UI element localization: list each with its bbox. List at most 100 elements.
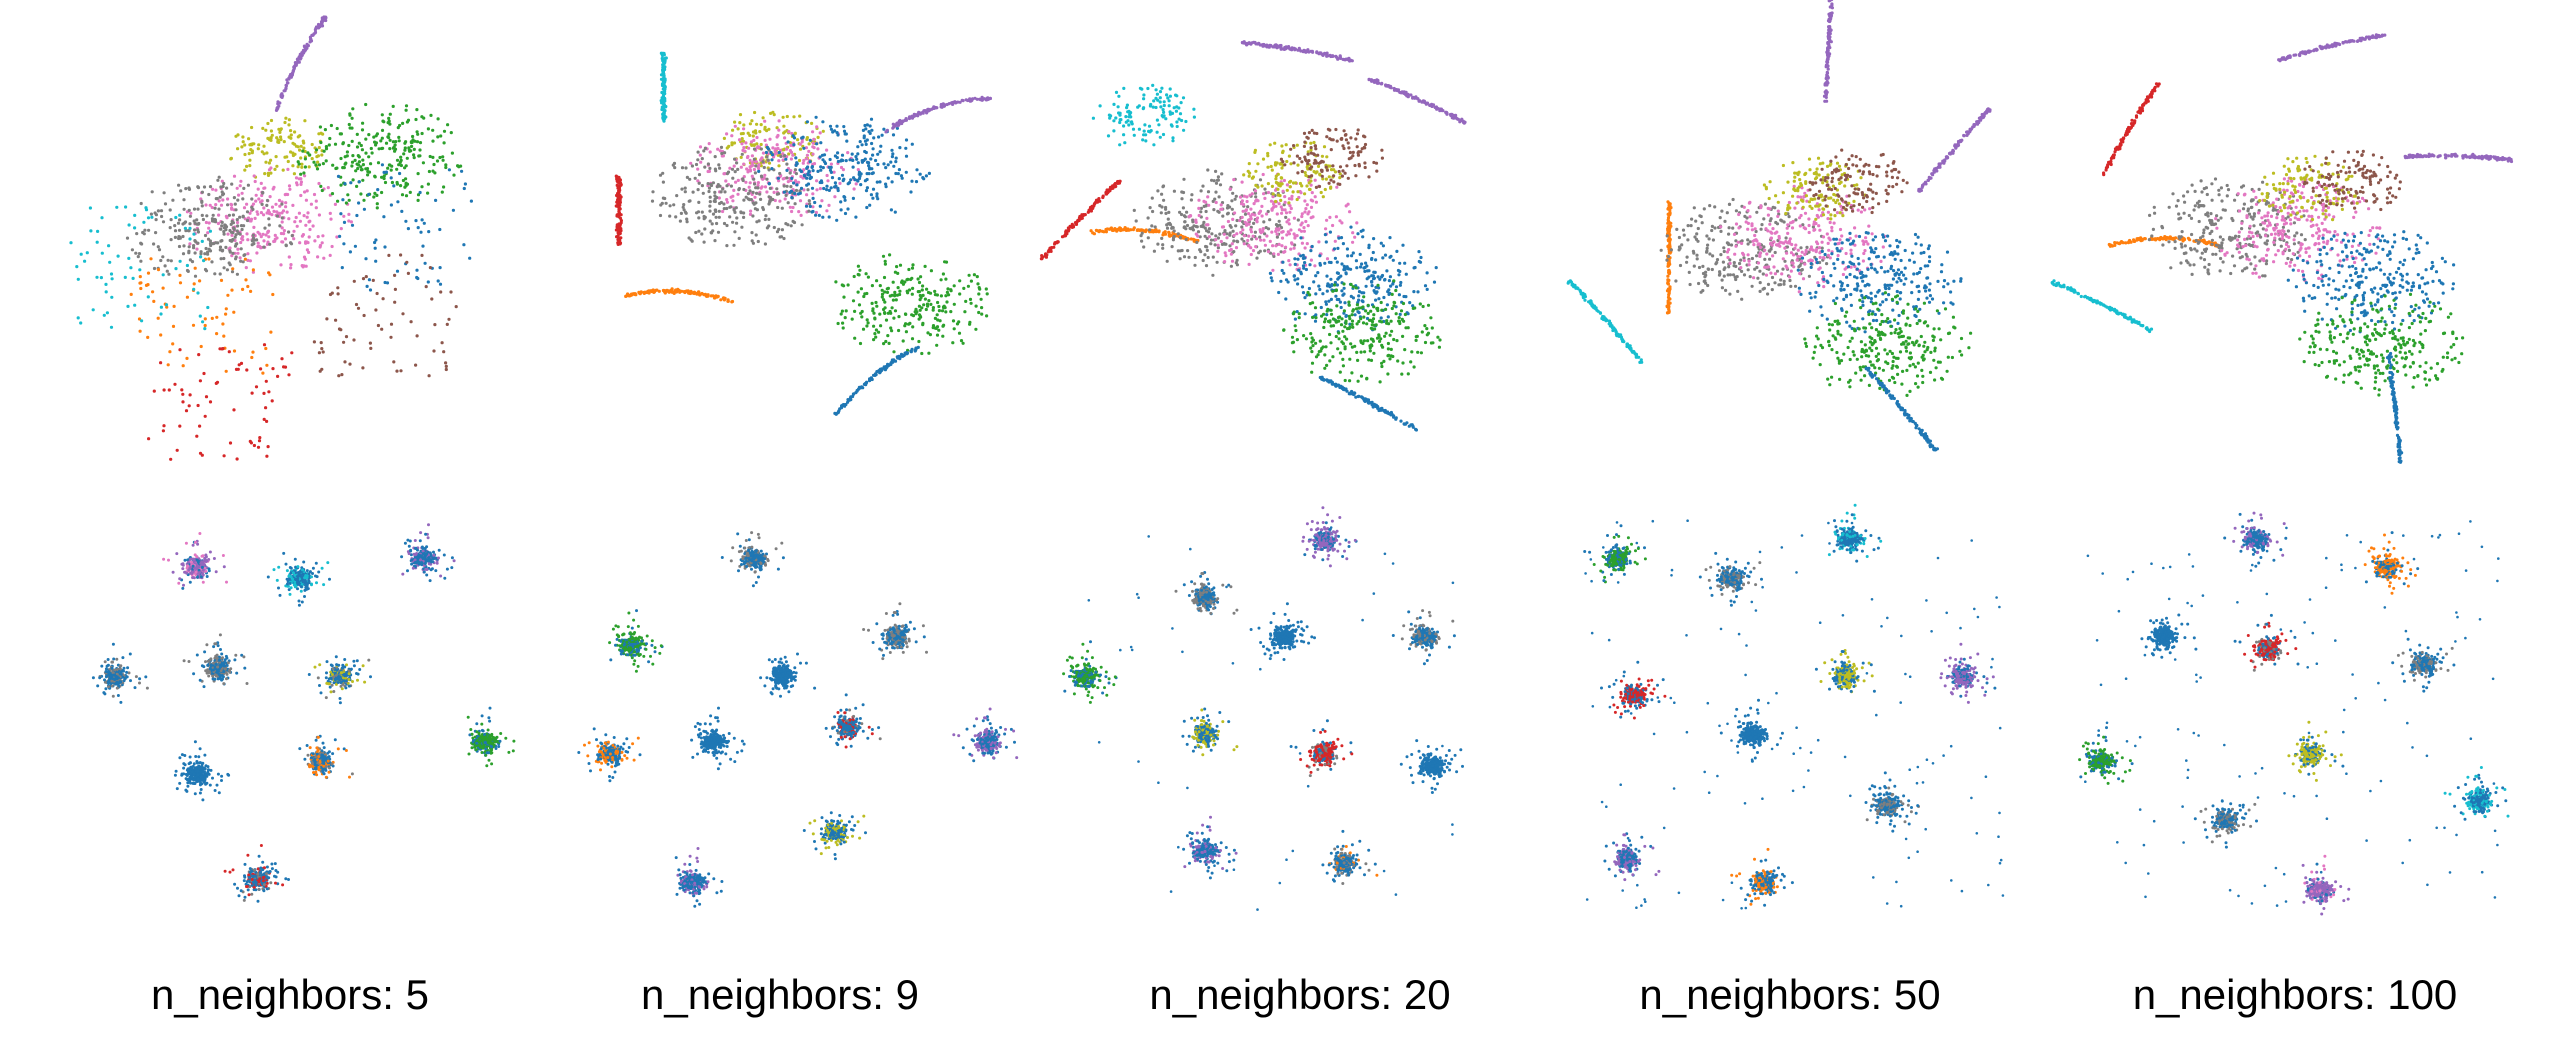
point-top-3-green [1386,347,1390,351]
point-top-1-pink [257,244,262,248]
point-top-1-green [441,155,445,159]
point-top-3-green [1361,341,1365,346]
point-top-3-pink [1324,227,1328,231]
point-top-2-green [957,331,962,335]
point-top-1-cyan [174,267,178,271]
point-top-1-green [395,180,399,185]
point-top-2-red [616,195,621,199]
point-top-2-green [922,303,926,307]
point-top-2-blue [795,162,799,166]
point-top-1-orange [129,292,133,296]
point-top-1-green [364,167,368,171]
point-top-1-green [341,166,345,170]
point-top-3-green [1412,365,1416,369]
point-top-2-blue [795,183,799,187]
point-top-3-gray [1201,225,1205,229]
point-top-3-blue [1303,296,1307,300]
point-top-3-gray [1201,184,1205,188]
point-top-1-green [418,154,422,158]
point-top-1-purple [295,61,299,65]
point-top-2-green [941,272,946,276]
point-top-1-pink [317,181,321,186]
point-top-3-blue [1416,290,1420,294]
point-top-2-blue [829,186,833,190]
point-top-1-olive [248,158,252,162]
point-top-1-pink [328,193,332,197]
point-top-1-gray [178,235,182,239]
point-top-1-cyan [104,282,108,286]
point-top-2-gray [716,230,721,234]
point-top-1-green [296,160,300,164]
point-top-1-green [380,113,384,117]
point-top-1-olive [269,171,273,175]
point-top-2-green [920,306,924,310]
point-top-3-green [1420,330,1424,334]
point-top-2-blue [808,176,812,181]
point-top-3-blue [1293,317,1297,321]
point-top-1-green [446,123,450,127]
point-top-1-olive [302,141,306,145]
point-top-3-gray [1151,209,1155,214]
point-top-1-green [364,102,368,107]
point-top-2-pink [749,164,754,168]
point-top-3-blue [1323,261,1327,265]
point-top-1-green [354,169,358,173]
point-top-2-orange [674,290,679,294]
point-top-3-pink [1287,197,1291,201]
point-top-1-gray [235,242,239,246]
point-top-1-pink [261,232,265,236]
point-top-3-blue [1313,319,1318,323]
point-top-1-blue [374,259,378,263]
point-top-3-red [1060,235,1065,239]
point-top-3-pink [1288,204,1292,208]
point-top-1-green [350,116,354,120]
point-top-1-cyan [198,314,202,318]
point-top-3-blue [1293,257,1297,261]
point-top-2-gray [721,187,725,191]
point-top-3-red [1070,222,1074,226]
point-top-1-gray [181,252,186,256]
point-top-2-gray [758,192,762,196]
point-top-1-blue [374,238,378,242]
point-top-1-purple [308,40,312,44]
point-top-3-blue [1357,298,1361,302]
point-top-1-brown [348,362,352,366]
point-top-1-gray [216,178,220,182]
point-top-2-gray [768,199,772,203]
point-top-1-olive [247,137,251,141]
point-top-3-cyan [1175,94,1179,98]
point-top-3-gray [1233,197,1237,201]
point-top-2-green [873,332,877,336]
point-top-2-green [875,304,879,308]
point-top-3-brown [1292,144,1296,148]
point-top-2-green [851,299,856,303]
point-top-3-gray [1230,199,1234,203]
point-top-2-gray [690,239,694,243]
point-top-1-olive [229,156,233,160]
point-top-2-blue [869,193,874,197]
point-top-3-gray [1139,234,1143,238]
point-top-3-blue [1364,261,1368,265]
point-top-3-gray [1235,263,1239,267]
point-top-2-cyan [661,51,665,55]
point-top-3-pink [1335,185,1339,189]
point-top-3-gray [1184,237,1188,242]
point-top-2-blue [897,355,901,359]
point-top-1-red [208,400,213,404]
point-top-1-olive [281,168,285,172]
point-top-1-pink [304,223,308,227]
point-top-1-gray [220,224,224,228]
point-top-1-green [373,191,377,195]
point-top-1-gray [176,221,181,225]
point-top-1-gray [196,207,200,211]
point-top-1-red [180,388,184,392]
point-top-1-olive [243,152,247,157]
point-top-3-green [1297,316,1301,320]
point-top-1-cyan [161,273,165,277]
point-top-3-blue [1314,313,1318,317]
point-top-1-cyan [127,223,131,227]
point-top-1-cyan [91,308,95,312]
point-top-2-purple [895,121,900,126]
point-top-3-cyan [1123,141,1127,145]
point-top-2-gray [696,150,700,154]
